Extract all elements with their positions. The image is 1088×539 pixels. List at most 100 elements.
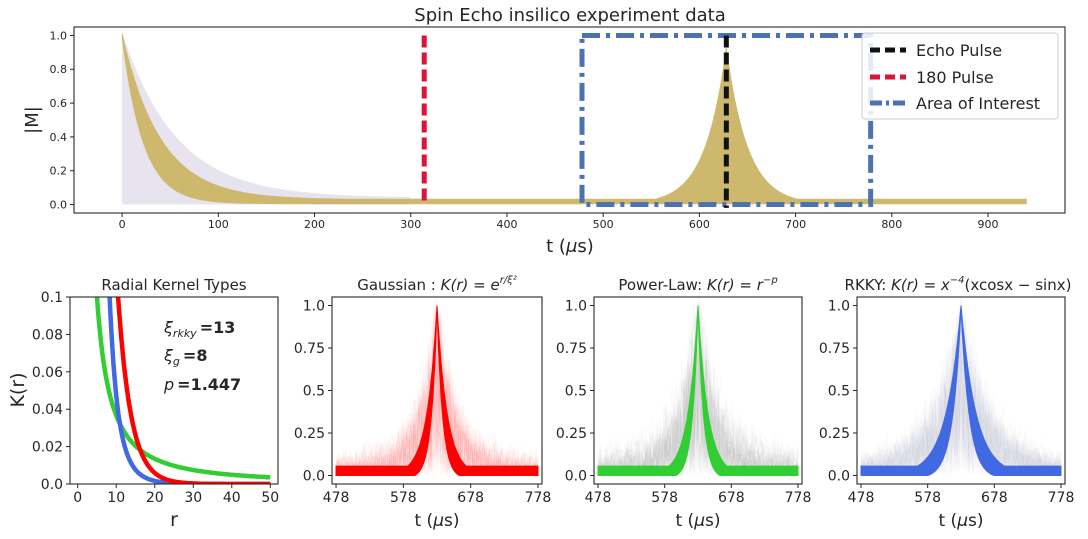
rkky-haze-trace — [860, 318, 1062, 477]
main-legend: Echo Pulse 180 Pulse Area of Interest — [861, 32, 1059, 120]
main-xtick-label: 900 — [978, 218, 999, 231]
main-ytick-label: 0.2 — [50, 165, 68, 178]
rkky-haze-trace — [860, 301, 1062, 476]
gaussian-haze-trace — [335, 311, 539, 477]
rkky-haze-trace — [860, 300, 1062, 476]
powerlaw-xtick-label: 778 — [785, 490, 812, 506]
legend-box — [861, 32, 1059, 120]
kernel-ytick-label: 0.04 — [32, 402, 63, 418]
gaussian-haze-trace — [335, 323, 539, 477]
kernel-panel: Radial Kernel Types 0 10 20 30 40 50 0.0 0.02 0.… — [7, 276, 279, 531]
gaussian-ytick-label: 1.0 — [303, 299, 325, 315]
rkky-haze-trace — [860, 332, 1062, 476]
gaussian-haze-trace — [335, 299, 539, 476]
rkky-haze-trace — [860, 297, 1062, 476]
rkky-haze-trace — [860, 316, 1062, 476]
powerlaw-xtick-label: 678 — [718, 490, 745, 506]
main-ytick-label: 0.6 — [50, 97, 68, 110]
powerlaw-ytick-label: 1.0 — [565, 299, 587, 315]
rkky-haze-trace — [860, 344, 1062, 476]
gaussian-panel: Gaussian : K(r) = er/ξ² 478 578 678 778 0.0 0… — [294, 275, 552, 531]
kernel-axes-frame — [69, 296, 279, 485]
main-xlabel: t (μs) — [546, 236, 594, 257]
main-ytick-label: 0.4 — [50, 131, 68, 144]
kernel-ytick-label: 0.02 — [32, 440, 63, 456]
rkky-haze-trace — [860, 349, 1062, 477]
rkky-ytick-label: 0.25 — [819, 426, 850, 442]
gaussian-ytick-label: 0.0 — [303, 469, 325, 485]
powerlaw-ytick-label: 0.5 — [565, 384, 587, 400]
powerlaw-haze-trace — [597, 314, 799, 477]
gaussian-haze-trace — [335, 334, 539, 476]
powerlaw-haze-trace — [597, 297, 799, 476]
rkky-haze-trace — [860, 329, 1062, 477]
legend-area-label: Area of Interest — [916, 94, 1040, 113]
powerlaw-haze-trace — [597, 334, 799, 477]
gaussian-haze-trace — [335, 325, 539, 476]
rkky-xlabel: t (μs) — [938, 511, 983, 531]
kernel-ytick-label: 0.0 — [41, 477, 63, 493]
rkky-haze-trace — [860, 312, 1062, 476]
rkky-haze-trace — [860, 303, 1062, 477]
powerlaw-ytick-label: 0.0 — [565, 469, 587, 485]
powerlaw-haze-trace — [597, 320, 799, 477]
powerlaw-haze-trace — [597, 332, 799, 477]
powerlaw-xlabel: t (μs) — [675, 511, 720, 531]
main-xtick-label: 100 — [208, 218, 229, 231]
gaussian-haze-trace — [335, 336, 539, 477]
annot-xi-rkky: ξrkky =13 — [163, 318, 235, 340]
kernel-xtick-label: 50 — [261, 490, 279, 506]
main-panel: Spin Echo insilico experiment data 0 100 2… — [22, 5, 1066, 257]
main-xtick-label: 0 — [119, 218, 126, 231]
gaussian-haze-trace — [335, 307, 539, 476]
main-xtick-label: 600 — [689, 218, 710, 231]
rkky-haze-trace — [860, 297, 1062, 478]
rkky-ytick-label: 0.0 — [828, 469, 850, 485]
rkky-ytick-label: 0.75 — [819, 341, 850, 357]
main-xtick-label: 700 — [785, 218, 806, 231]
main-xtick-label: 500 — [593, 218, 614, 231]
kernel-xtick-label: 20 — [146, 490, 164, 506]
rkky-xtick-label: 778 — [1048, 490, 1075, 506]
kernel-ylabel: K(r) — [7, 372, 29, 407]
gaussian-ytick-label: 0.75 — [294, 341, 325, 357]
gaussian-ytick-label: 0.25 — [294, 426, 325, 442]
powerlaw-xtick-label: 578 — [651, 490, 678, 506]
main-ytick-label: 1.0 — [50, 29, 68, 42]
powerlaw-haze-trace — [597, 303, 799, 476]
rkky-haze-trace — [860, 307, 1062, 478]
main-xtick-label: 800 — [881, 218, 902, 231]
rkky-ytick-label: 1.0 — [828, 299, 850, 315]
powerlaw-haze-trace — [597, 324, 799, 476]
powerlaw-title: Power-Law: K(r) = r−p — [618, 275, 777, 294]
gaussian-haze-trace — [335, 366, 539, 478]
rkky-haze-trace — [860, 344, 1062, 476]
powerlaw-haze-trace — [597, 315, 799, 476]
main-axes-frame — [73, 26, 1066, 214]
powerlaw-haze-trace — [597, 319, 799, 476]
powerlaw-haze-trace — [597, 317, 799, 477]
rkky-haze-trace — [860, 309, 1062, 476]
powerlaw-panel: Power-Law: K(r) = r−p 478 578 678 778 0.0 0.2… — [556, 275, 812, 531]
signal-haze — [122, 32, 411, 205]
gaussian-title: Gaussian : K(r) = er/ξ² — [357, 275, 517, 294]
rkky-signal-band — [860, 305, 1062, 476]
kernel-xtick-label: 10 — [107, 490, 125, 506]
kernel-annotations: ξrkky =13 ξg =8 p =1.447 — [163, 318, 241, 394]
kernel-ytick-label: 0.1 — [41, 290, 63, 306]
gaussian-haze-trace — [335, 312, 539, 476]
powerlaw-xtick-label: 478 — [585, 490, 612, 506]
powerlaw-ytick-label: 0.25 — [556, 426, 587, 442]
legend-echo-label: Echo Pulse — [916, 41, 1002, 60]
rkky-haze-trace — [860, 321, 1062, 477]
rkky-haze-trace — [860, 335, 1062, 476]
powerlaw-ytick-label: 0.75 — [556, 341, 587, 357]
powerlaw-haze-trace — [597, 325, 799, 476]
rkky-haze-trace — [860, 341, 1062, 477]
rkky-haze-trace — [860, 329, 1062, 476]
kernel-xlabel: r — [170, 509, 178, 531]
kernel-power-law-line — [94, 297, 271, 480]
powerlaw-haze-trace — [597, 297, 799, 477]
powerlaw-haze-trace — [597, 312, 799, 476]
